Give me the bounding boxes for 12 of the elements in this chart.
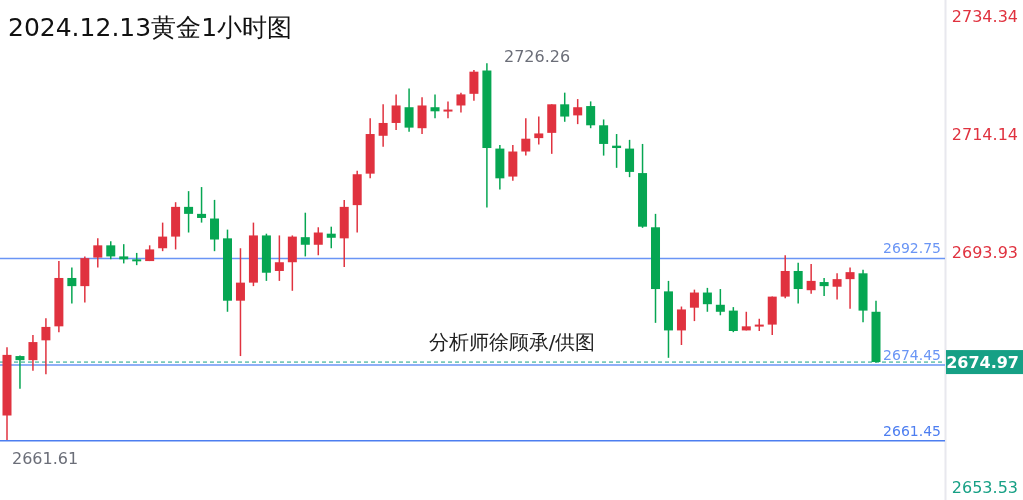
y-tick-label: 2653.53 <box>951 478 1018 497</box>
text: 2024.12.13黄金1小时图 <box>8 13 293 42</box>
y-tick-label: 2734.34 <box>951 7 1018 27</box>
annotation: 2661.61 <box>12 449 79 468</box>
annotation: 分析师徐顾承/供图 <box>428 330 596 354</box>
ref-line-label: 2661.45 <box>883 422 941 439</box>
y-tick-label: 2693.93 <box>951 242 1018 262</box>
y-tick-label: 2714.14 <box>951 124 1018 144</box>
ref-line-label: 2674.97 <box>946 353 1019 373</box>
ref-line-label: 2692.75 <box>883 240 941 257</box>
ref-line-label: 2674.45 <box>883 347 941 364</box>
annotation: 2726.26 <box>504 47 571 66</box>
